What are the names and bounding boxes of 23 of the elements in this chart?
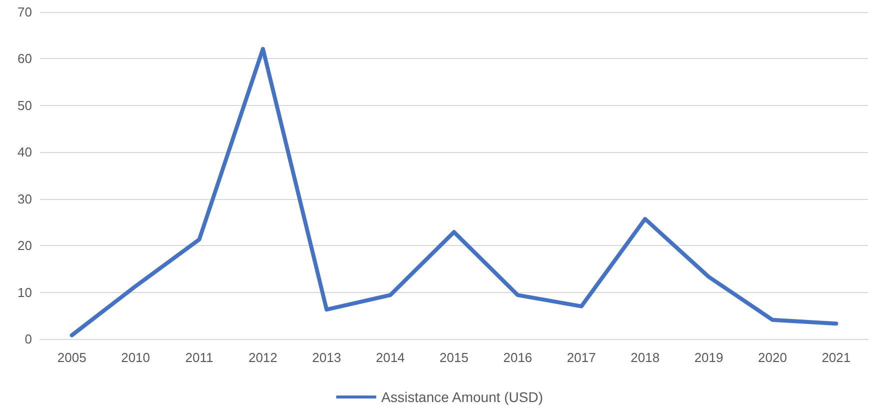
x-tick-label: 2015	[440, 350, 468, 365]
line-series	[70, 46, 838, 338]
x-tick-label: 2010	[121, 350, 150, 365]
y-tick-label: 70	[18, 4, 32, 20]
x-tick-label: 2020	[758, 350, 787, 365]
x-tick-label: 2019	[694, 350, 724, 365]
y-tick-label: 60	[18, 51, 32, 66]
y-tick-label: 0	[24, 332, 32, 346]
x-tick-label: 2018	[630, 350, 660, 365]
x-tick-label: 2005	[57, 350, 86, 365]
x-tick-label: 2021	[822, 350, 851, 365]
legend-label: Assistance Amount (USD)	[381, 389, 544, 405]
y-tick-label: 10	[18, 284, 32, 300]
x-tick-label: 2012	[248, 350, 278, 365]
x-tick-label: 2016	[503, 350, 532, 365]
y-tick-label: 20	[18, 238, 32, 254]
x-tick-label: 2017	[566, 350, 596, 365]
x-tick-label: 2014	[376, 350, 405, 365]
y-tick-label: 50	[18, 98, 32, 113]
y-tick-label: 40	[18, 144, 32, 160]
y-tick-label: 30	[18, 191, 32, 206]
x-tick-label: 2011	[185, 350, 214, 365]
x-tick-label: 2013	[312, 350, 342, 365]
